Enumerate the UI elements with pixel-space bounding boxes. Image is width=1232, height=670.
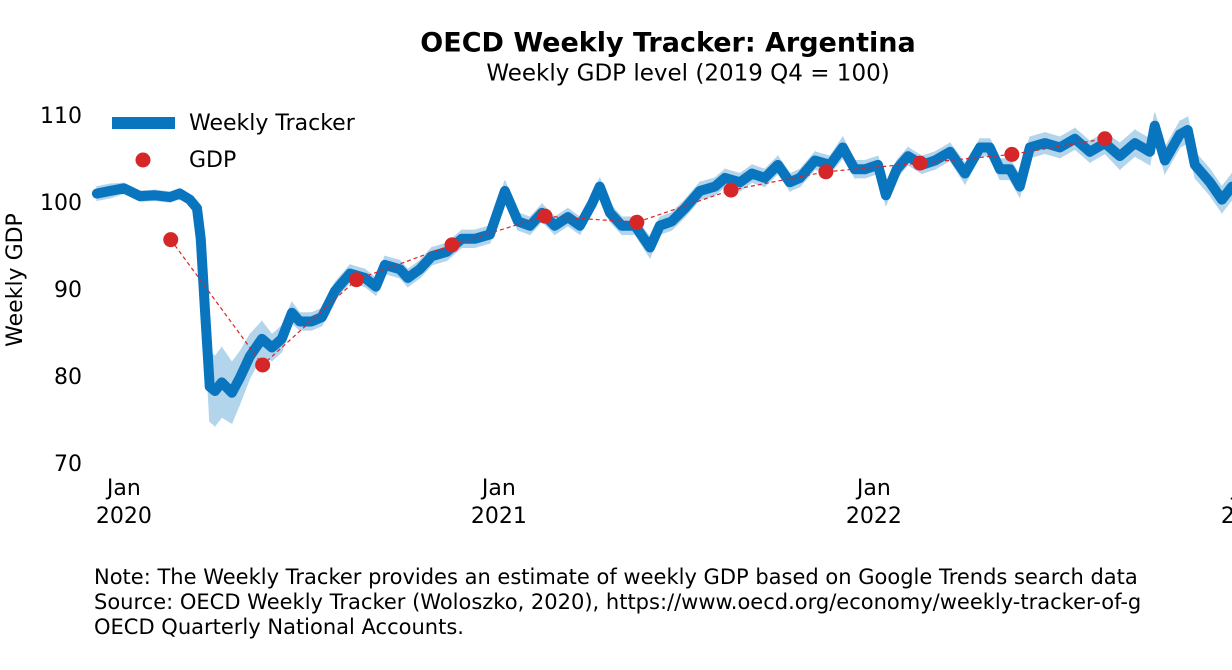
legend-label: Weekly Tracker <box>189 111 356 136</box>
y-tick-label: 100 <box>40 191 82 216</box>
x-tick-label: Jan2023 <box>1221 476 1232 529</box>
gdp-point <box>444 237 460 253</box>
gdp-point <box>1097 131 1113 147</box>
gdp-point <box>629 214 645 230</box>
gdp-point <box>818 164 834 180</box>
note-line: Note: The Weekly Tracker provides an est… <box>94 565 1138 589</box>
note-line: OECD Quarterly National Accounts. <box>94 615 464 639</box>
note-line: Source: OECD Weekly Tracker (Woloszko, 2… <box>94 590 1141 614</box>
gdp-point <box>255 357 271 373</box>
chart-subtitle: Weekly GDP level (2019 Q4 = 100) <box>486 61 889 87</box>
legend-swatch <box>135 152 151 168</box>
x-tick-label: Jan 2020 <box>96 476 152 529</box>
gdp-point <box>537 208 553 224</box>
x-tick-label: Jan 2022 <box>846 476 902 529</box>
y-tick-label: 110 <box>40 104 82 129</box>
gdp-point <box>723 182 739 198</box>
gdp-point <box>348 272 364 288</box>
gdp-point <box>1004 146 1020 162</box>
x-tick-label: Jan 2021 <box>471 476 527 529</box>
y-tick-label: 90 <box>54 278 82 303</box>
y-axis-label: Weekly GDP <box>3 213 28 347</box>
gdp-line <box>170 138 1105 366</box>
y-tick-label: 80 <box>54 365 82 390</box>
gdp-point <box>912 155 928 171</box>
gdp-point <box>163 232 179 248</box>
chart-title: OECD Weekly Tracker: Argentina <box>420 28 915 59</box>
legend-label: GDP <box>189 148 236 173</box>
y-tick-label: 70 <box>54 452 82 477</box>
